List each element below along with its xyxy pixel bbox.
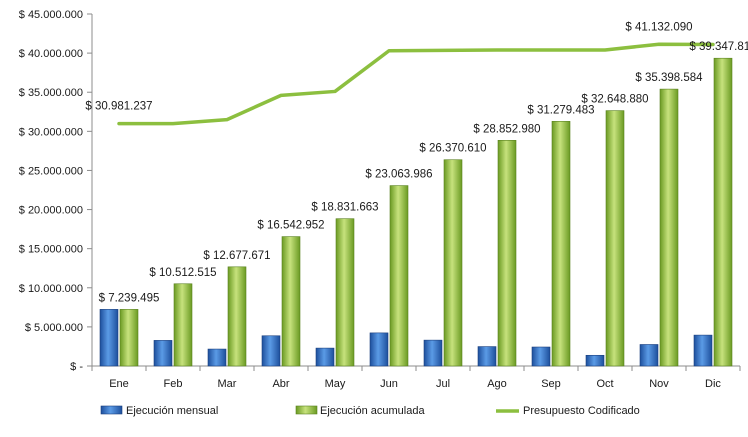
y-tick-label: $ 30.000.000 (19, 126, 83, 138)
data-label-budget: $ 41.132.090 (625, 21, 692, 33)
data-label-cumulative: $ 7.239.495 (99, 292, 160, 304)
x-tick-label: Oct (596, 378, 613, 390)
x-tick-label: Jul (436, 378, 450, 390)
x-tick-label: Feb (164, 378, 183, 390)
bar-monthly (585, 354, 605, 367)
x-tick-label: Jun (380, 378, 398, 390)
y-tick-label: $ 20.000.000 (19, 205, 83, 217)
data-labels: $ 7.239.495 $ 10.512.515 $ 12.677.671 $ 16.… (85, 21, 748, 304)
budget-line (117, 42, 715, 126)
y-tick-label: $ 10.000.000 (19, 283, 83, 295)
legend-label-monthly: Ejecución mensual (126, 405, 218, 417)
bar-monthly (315, 347, 335, 367)
y-axis: $ - $ 5.000.000 $ 10.000.000 $ 15.000.000 $ … (19, 9, 93, 373)
data-label-cumulative: $ 35.398.584 (635, 72, 703, 84)
legend-swatch-monthly (100, 405, 123, 415)
data-label-cumulative: $ 39.347.816 (689, 41, 748, 53)
bar-cumulative (443, 159, 463, 367)
data-label-cumulative: $ 32.648.880 (581, 94, 648, 106)
bar-cumulative (119, 309, 139, 367)
bar-cumulative (713, 57, 733, 367)
bar-monthly (477, 346, 497, 367)
bar-monthly (531, 346, 551, 367)
data-label-cumulative: $ 26.370.610 (419, 143, 486, 155)
bar-monthly (693, 334, 713, 367)
x-tick-label: Abr (272, 378, 289, 390)
y-tick-label: $ - (70, 361, 83, 373)
x-tick-label: Ene (109, 378, 129, 390)
bar-cumulative (659, 88, 679, 367)
bar-cumulative (389, 185, 409, 367)
bar-monthly (423, 339, 443, 367)
data-label-cumulative: $ 12.677.671 (203, 250, 270, 262)
legend: Ejecución mensual Ejecución acumulada Pres… (100, 405, 640, 417)
legend-label-cumulative: Ejecución acumulada (320, 405, 425, 417)
bar-monthly (639, 344, 659, 367)
legend-swatch-cumulative (295, 405, 318, 415)
y-tick-label: $ 25.000.000 (19, 165, 83, 177)
bar-monthly (99, 309, 119, 367)
x-tick-label: Nov (649, 378, 669, 390)
data-label-cumulative: $ 23.063.986 (365, 169, 432, 181)
bar-cumulative (335, 218, 355, 367)
bar-cumulative (497, 140, 517, 367)
y-tick-label: $ 40.000.000 (19, 48, 83, 60)
data-label-budget: $ 30.981.237 (85, 101, 152, 113)
x-tick-label: May (325, 378, 346, 390)
series-line-presupuesto (117, 42, 715, 126)
bar-cumulative (227, 266, 247, 367)
data-label-cumulative: $ 16.542.952 (257, 220, 324, 232)
data-label-cumulative: $ 28.852.980 (473, 123, 540, 135)
bar-cumulative (173, 283, 193, 367)
y-tick-label: $ 15.000.000 (19, 244, 83, 256)
bar-monthly (261, 335, 281, 367)
bar-monthly (207, 348, 227, 367)
y-tick-label: $ 35.000.000 (19, 87, 83, 99)
legend-label-budget: Presupuesto Codificado (523, 405, 640, 417)
y-tick-label: $ 45.000.000 (19, 9, 83, 21)
x-tick-label: Sep (541, 378, 561, 390)
y-tick-label: $ 5.000.000 (25, 322, 83, 334)
bar-monthly (153, 340, 173, 367)
bar-cumulative (281, 236, 301, 367)
bar-cumulative (551, 121, 571, 367)
bar-monthly (369, 332, 389, 367)
data-label-cumulative: $ 31.279.483 (527, 104, 594, 116)
x-tick-label: Dic (705, 378, 721, 390)
x-tick-label: Ago (487, 378, 507, 390)
x-tick-label: Mar (218, 378, 237, 390)
bar-cumulative (605, 110, 625, 367)
data-label-cumulative: $ 10.512.515 (149, 267, 216, 279)
x-axis: Ene Feb Mar Abr May Jun Jul Ago Sep Oct Nov Dic (91, 365, 741, 390)
bars (99, 57, 733, 367)
data-label-cumulative: $ 18.831.663 (311, 202, 378, 214)
